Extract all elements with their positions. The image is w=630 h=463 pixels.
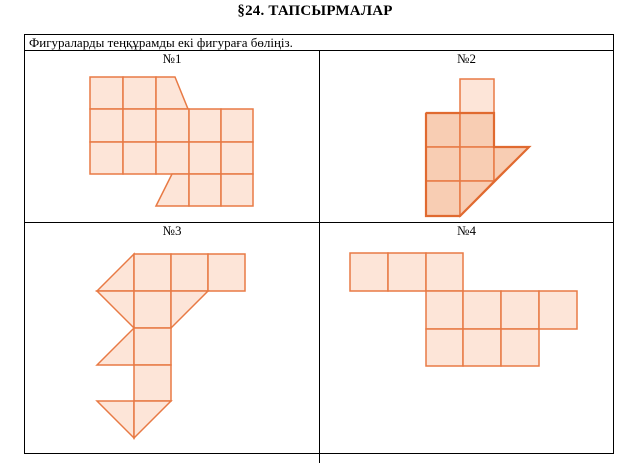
figure-1-square: [155, 141, 190, 175]
figure-1-square: [188, 141, 222, 175]
figure-2-square: [459, 78, 495, 114]
figures-canvas: [89, 76, 578, 440]
figure-2-outline: [424, 111, 532, 218]
figure-3-triangle: [170, 290, 210, 330]
figure-1-square: [220, 141, 254, 175]
figure-4-shape: [349, 252, 578, 367]
figure-1-square: [188, 108, 222, 143]
figure-label-3: №3: [162, 223, 182, 238]
figure-1-square: [89, 76, 124, 110]
figure-1-square: [220, 108, 254, 143]
figure-1-square: [122, 76, 157, 110]
figure-label-2: №2: [457, 51, 476, 66]
figure-1-slanted-piece: [155, 76, 190, 110]
figure-1-square: [89, 108, 124, 143]
figure-3-triangle: [95, 290, 135, 330]
figure-4-square: [425, 290, 464, 330]
figure-1-triangle: [154, 173, 190, 207]
figure-3-square: [133, 327, 172, 366]
figure-4-square: [462, 328, 502, 367]
figure-3-triangle: [95, 252, 135, 292]
figure-3-square: [133, 364, 172, 402]
figure-4-square: [500, 290, 540, 330]
page-title: §24. ТАПСЫРМАЛАР: [237, 3, 393, 19]
figure-2-square: [459, 146, 495, 182]
figure-4-square: [462, 290, 502, 330]
figure-4-square: [387, 252, 427, 292]
figure-label-4: №4: [457, 223, 476, 238]
figure-2-square: [425, 180, 461, 217]
figure-3-triangle: [95, 400, 135, 440]
figure-4-square: [500, 328, 540, 367]
figure-3-square: [133, 290, 172, 329]
figure-2-shape: [424, 78, 532, 218]
figure-1-shape: [89, 76, 254, 207]
figure-cell-3: №3: [25, 223, 320, 463]
figure-label-1: №1: [162, 51, 182, 66]
figure-3-shape: [95, 252, 246, 440]
figure-1-square: [89, 141, 124, 175]
figure-1-square: [188, 173, 222, 207]
task-instruction: Фигураларды теңқұрамды екі фигураға бөлі…: [25, 35, 613, 51]
figure-3-square: [170, 253, 209, 292]
figure-1-square: [122, 108, 157, 143]
figure-3-square: [133, 253, 172, 292]
figure-2-square: [425, 112, 461, 148]
figure-3-triangle: [95, 326, 135, 366]
figure-cell-4: №4: [320, 223, 613, 463]
figure-3-triangle: [133, 400, 173, 440]
figure-cell-2: №2: [320, 51, 613, 223]
figure-1-square: [122, 141, 157, 175]
figure-4-square: [425, 252, 464, 292]
figure-4-square: [349, 252, 389, 292]
figure-3-square: [207, 253, 246, 292]
figure-2-square: [425, 146, 461, 182]
figure-4-square: [538, 290, 578, 330]
figure-1-square: [220, 173, 254, 207]
figure-2-square: [459, 112, 495, 148]
figure-4-square: [425, 328, 464, 367]
figure-cell-1: №1: [25, 51, 320, 223]
figure-1-square: [155, 108, 190, 143]
